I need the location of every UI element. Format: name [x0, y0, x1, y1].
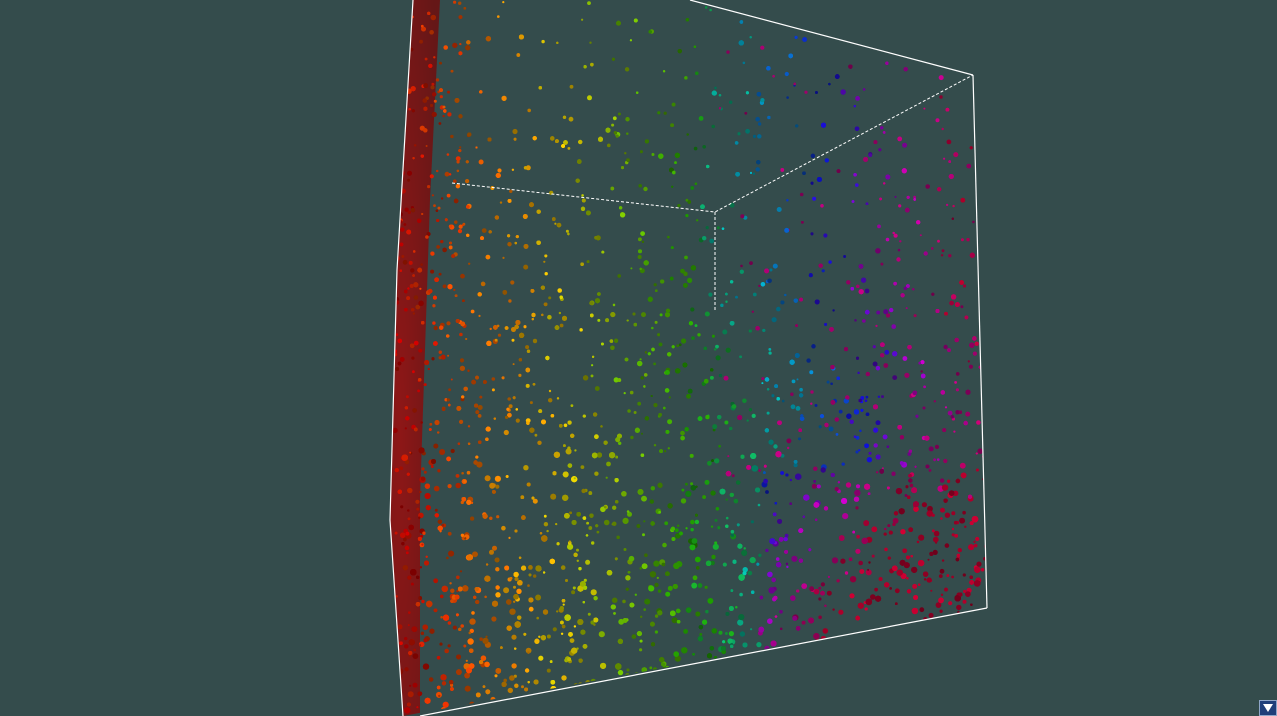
triangle-down-icon	[1263, 704, 1273, 712]
box-edge-hidden-top	[451, 74, 974, 213]
simulation-box-edges	[389, 0, 988, 716]
box-edge-left	[389, 0, 414, 716]
box-edge-bottom	[419, 607, 988, 716]
box-edge-right	[972, 74, 988, 609]
particle-cloud	[390, 0, 987, 716]
viewer-menu-toggle-button[interactable]	[1259, 700, 1277, 716]
box-edge-top	[689, 0, 974, 76]
